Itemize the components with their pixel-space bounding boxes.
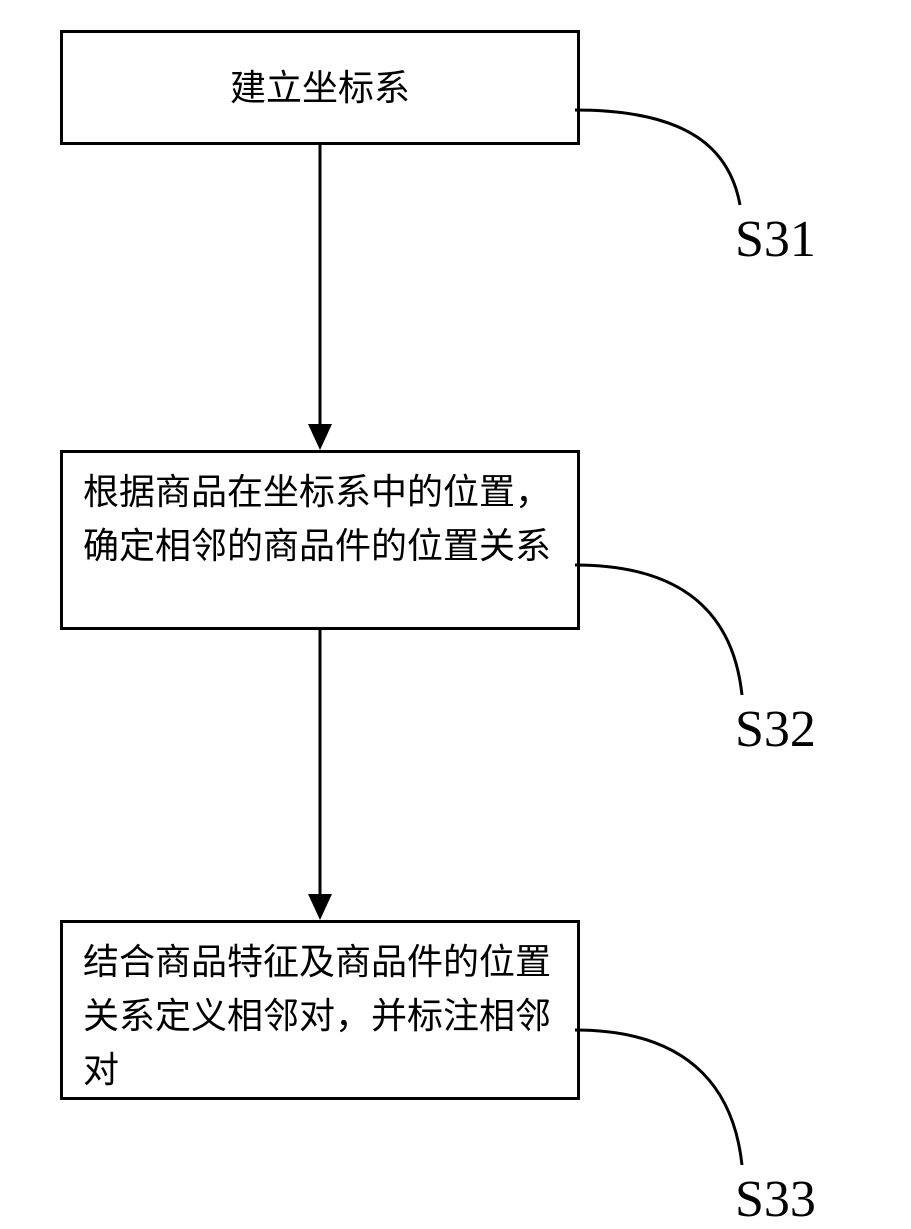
flow-node-text: 建立坐标系 bbox=[230, 61, 410, 115]
step-label-s31: S31 bbox=[735, 210, 816, 269]
arrowhead-icon bbox=[308, 894, 332, 920]
arrowhead-icon bbox=[308, 424, 332, 450]
label-connector-s33 bbox=[575, 1030, 742, 1165]
step-label-text: S31 bbox=[735, 211, 816, 268]
flow-node-text: 结合商品特征及商品件的位置关系定义相邻对，并标注相邻对 bbox=[83, 935, 557, 1097]
flow-node-text: 根据商品在坐标系中的位置，确定相邻的商品件的位置关系 bbox=[83, 465, 557, 573]
flow-node-s32: 根据商品在坐标系中的位置，确定相邻的商品件的位置关系 bbox=[60, 450, 580, 630]
step-label-text: S32 bbox=[735, 701, 816, 758]
step-label-s32: S32 bbox=[735, 700, 816, 759]
flow-node-s33: 结合商品特征及商品件的位置关系定义相邻对，并标注相邻对 bbox=[60, 920, 580, 1100]
flow-node-s31: 建立坐标系 bbox=[60, 30, 580, 145]
label-connector-s32 bbox=[575, 565, 742, 695]
label-connector-s31 bbox=[575, 110, 740, 205]
